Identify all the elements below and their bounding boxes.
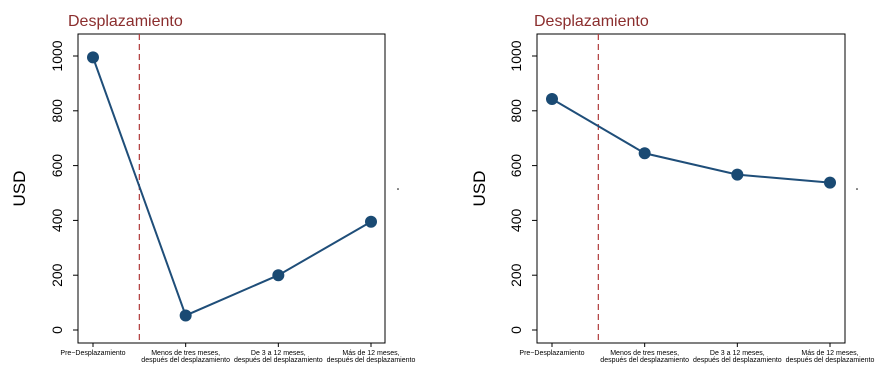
marker-dot bbox=[856, 188, 858, 190]
y-tick-label: 800 bbox=[508, 99, 524, 123]
x-tick-label: después del desplazamiento bbox=[786, 357, 875, 364]
plot-frame bbox=[77, 33, 386, 344]
data-point bbox=[87, 51, 99, 64]
y-tick-label: 200 bbox=[49, 263, 65, 287]
y-axis-label: USD bbox=[470, 171, 489, 207]
chart-title: Desplazamiento bbox=[534, 13, 649, 30]
data-point bbox=[824, 176, 836, 189]
data-point bbox=[638, 147, 651, 160]
plot-frame bbox=[536, 33, 846, 344]
y-tick-label: 200 bbox=[508, 263, 524, 287]
x-tick-label: Más de 12 meses, bbox=[342, 350, 399, 357]
chart-panel-2: Desplazamiento USD 0 200 400 600 800 1000 Pre−De… bbox=[470, 13, 874, 364]
data-point bbox=[546, 93, 558, 106]
x-tick-label: Menos de tres meses, bbox=[610, 350, 679, 357]
series-line bbox=[92, 57, 372, 317]
y-tick-label: 1000 bbox=[508, 40, 524, 71]
x-tick-label: después del desplazamiento bbox=[234, 357, 323, 364]
x-tick-label: Pre−Desplazamiento bbox=[519, 350, 584, 357]
y-tick-label: 0 bbox=[49, 326, 65, 334]
data-point bbox=[365, 215, 377, 228]
x-tick-label: De 3 a 12 meses, bbox=[251, 350, 306, 357]
series-line bbox=[551, 98, 831, 184]
y-axis-label: USD bbox=[10, 171, 29, 207]
y-tick-label: 600 bbox=[508, 154, 524, 178]
y-tick-label: 0 bbox=[508, 326, 524, 334]
y-tick-label: 600 bbox=[49, 154, 65, 178]
data-point bbox=[179, 309, 192, 322]
y-tick-label: 400 bbox=[508, 209, 524, 233]
x-tick-label: después del desplazamiento bbox=[327, 357, 416, 364]
x-tick-label: De 3 a 12 meses, bbox=[710, 350, 765, 357]
x-tick-label: después del desplazamiento bbox=[693, 357, 782, 364]
chart-title: Desplazamiento bbox=[68, 13, 183, 30]
x-tick-label: Más de 12 meses, bbox=[801, 350, 858, 357]
x-tick-label: Pre−Desplazamiento bbox=[60, 350, 125, 357]
y-tick-label: 1000 bbox=[49, 40, 65, 71]
x-tick-label: después del desplazamiento bbox=[600, 357, 689, 364]
data-point bbox=[272, 269, 285, 282]
marker-dot bbox=[397, 188, 399, 190]
data-point bbox=[731, 168, 744, 181]
y-tick-label: 800 bbox=[49, 99, 65, 123]
chart-panel-1: Desplazamiento USD 0 200 400 600 800 1000 Pre−De… bbox=[10, 13, 415, 364]
x-tick-label: Menos de tres meses, bbox=[151, 350, 220, 357]
y-tick-label: 400 bbox=[49, 209, 65, 233]
x-tick-label: después del desplazamiento bbox=[141, 357, 230, 364]
